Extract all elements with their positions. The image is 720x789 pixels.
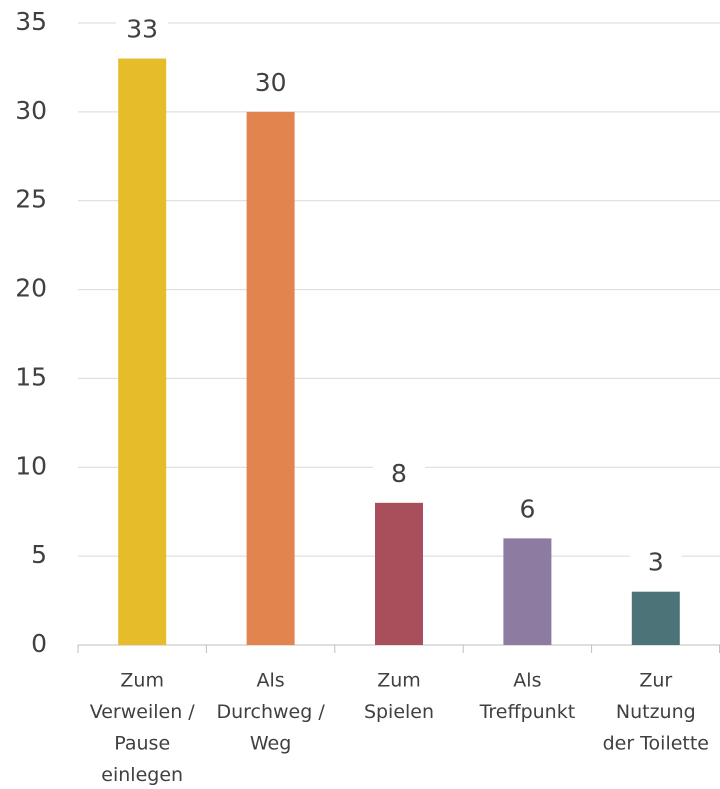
x-tick-label: Als xyxy=(257,670,285,692)
label-bg xyxy=(629,543,682,584)
y-tick-label: 15 xyxy=(15,362,47,391)
label-bg xyxy=(501,490,554,531)
y-tick-label: 25 xyxy=(15,185,47,214)
y-tick-label: 5 xyxy=(31,540,47,569)
bar xyxy=(631,591,680,645)
y-tick-label: 35 xyxy=(15,7,47,36)
y-tick-label: 20 xyxy=(15,274,47,303)
value-label: 30 xyxy=(255,68,287,97)
x-tick-label: Zum xyxy=(377,670,421,692)
value-label: 6 xyxy=(519,494,535,523)
value-label: 3 xyxy=(648,548,664,577)
y-tick-label: 30 xyxy=(15,96,47,125)
bar xyxy=(118,58,167,646)
bar xyxy=(375,502,423,645)
label-bg xyxy=(244,63,297,104)
x-tick-label: Verweilen / xyxy=(90,701,196,723)
x-tick-label: Als xyxy=(513,670,541,692)
x-tick-label: der Toilette xyxy=(603,733,709,755)
x-tick-label: Zum xyxy=(120,670,164,692)
label-bg xyxy=(116,10,169,51)
value-label: 33 xyxy=(126,15,158,44)
y-tick-label: 10 xyxy=(15,451,47,480)
x-tick-label: Nutzung xyxy=(616,701,696,723)
label-bg xyxy=(373,454,425,495)
y-tick-label: 0 xyxy=(31,629,47,658)
value-label: 8 xyxy=(391,459,407,488)
x-tick-label: Zur xyxy=(639,670,672,692)
bar xyxy=(503,538,552,645)
x-tick-label: Treffpunkt xyxy=(479,701,576,723)
x-tick-label: Pause xyxy=(114,733,170,755)
x-tick-label: Durchweg / xyxy=(216,701,325,723)
bar xyxy=(246,111,295,646)
x-tick-label: Weg xyxy=(250,733,291,755)
x-tick-label: Spielen xyxy=(364,701,434,723)
x-tick-label: einlegen xyxy=(101,764,183,786)
